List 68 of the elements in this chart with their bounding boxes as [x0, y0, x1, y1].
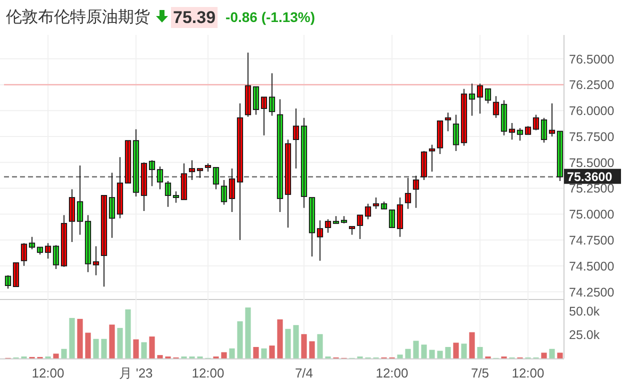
bar: [437, 350, 443, 358]
bar: [157, 355, 163, 358]
bar: [541, 352, 547, 358]
text: 75.39: [173, 8, 216, 27]
bar: [397, 354, 403, 358]
x-tick-label: 7/5: [470, 365, 490, 380]
y-tick-label: 75.2500: [569, 182, 614, 196]
bar: [109, 324, 115, 358]
bar: [125, 309, 131, 358]
y-tick-label: 75.0000: [569, 208, 614, 222]
y-tick-label: 76.2500: [569, 78, 614, 92]
bar: [69, 318, 75, 358]
bar: [405, 348, 411, 358]
bar: [117, 328, 123, 358]
bar: [141, 342, 147, 358]
bar: [309, 341, 315, 358]
y-tick-label: 76.5000: [569, 52, 614, 66]
bar: [285, 328, 291, 358]
candlestick: [12, 262, 20, 288]
candlestick: [196, 168, 204, 178]
bar: [245, 307, 251, 358]
bar: [261, 348, 267, 358]
bar: [101, 338, 107, 358]
bar: [445, 346, 451, 358]
text: -0.86 (-1.13%): [226, 9, 316, 25]
bar: [277, 319, 283, 358]
bar: [61, 348, 67, 358]
bar: [453, 342, 459, 358]
bar: [477, 346, 483, 358]
y-tick-label: 76.0000: [569, 104, 614, 118]
x-tick-label: 月 '23: [119, 365, 153, 380]
y-tick-label: 74.2500: [569, 285, 614, 300]
bar: [557, 352, 563, 358]
x-tick-label: 12:00: [192, 365, 224, 380]
bar: [301, 334, 307, 358]
candlestick: [332, 216, 340, 224]
bar: [229, 348, 235, 358]
bar: [93, 338, 99, 358]
x-tick-label: 7/4: [294, 365, 314, 380]
chart-title: 伦敦布伦特原油期货: [6, 8, 150, 26]
bar: [293, 325, 299, 358]
bar: [85, 332, 91, 358]
candlestick: [348, 226, 356, 236]
bar: [469, 332, 475, 358]
y-tick-label: 74.7500: [569, 233, 614, 248]
y-tick-label: 75.7500: [569, 130, 614, 144]
bar: [253, 346, 259, 358]
bar: [269, 346, 275, 358]
y-tick-label: 74.5000: [569, 259, 614, 274]
bar: [413, 340, 419, 358]
bar: [77, 318, 83, 358]
bar: [549, 348, 555, 358]
bar: [133, 339, 139, 358]
x-tick-label: 12:00: [512, 365, 544, 380]
bar: [149, 336, 155, 358]
bar: [53, 354, 59, 358]
bar: [429, 350, 435, 358]
ref-line-label: 75.3600: [567, 170, 612, 184]
bar: [317, 334, 323, 358]
y-tick-label: 75.5000: [569, 156, 614, 170]
y-tick-label: 50.0k: [569, 304, 600, 318]
bar: [237, 321, 243, 358]
bar: [461, 344, 467, 358]
bar: [221, 352, 227, 358]
bar: [421, 344, 427, 358]
x-tick-label: 12:00: [32, 365, 64, 380]
x-tick-label: 12:00: [376, 365, 408, 380]
y-tick-label: 25.0k: [569, 328, 600, 342]
